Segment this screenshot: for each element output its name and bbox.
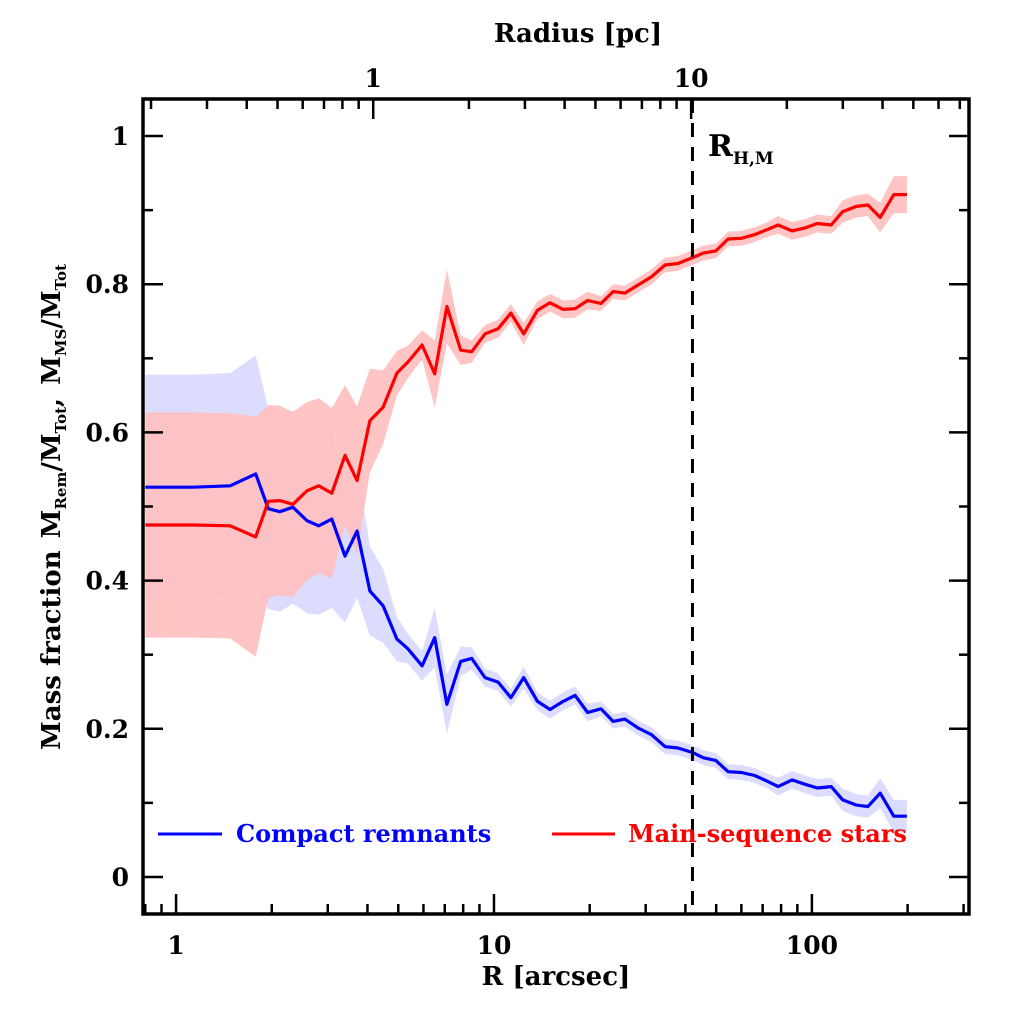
error-bands [145,176,907,833]
y-axis-title-sub2: MS [52,329,70,356]
top-axis-title: Radius [pc] [494,19,662,49]
y-axis-title-sym1: M [37,510,67,539]
series-line-main-sequence-stars [145,193,907,539]
x-tick-label: 10 [477,931,512,960]
x-axis-title: R [arcsec] [482,962,631,992]
half-mass-radius-label: RH,M [708,129,774,169]
series-lines [145,193,907,818]
legend-label-main-sequence-stars: Main-sequence stars [628,819,907,848]
y-axis-title-sub1b: Tot [52,407,70,433]
y-tick-label: 0 [112,863,129,892]
y-tick-label: 0.2 [86,715,130,744]
y-axis-title: Mass fractionMRem/MTot, MMS/MTot [37,264,70,750]
y-axis-title-slash2: /M [37,290,67,328]
y-tick-label: 0.6 [86,418,130,447]
top-tick-label: 10 [674,64,709,93]
y-axis-title-sub2b: Tot [52,264,70,290]
half-mass-radius-label-sub: H,M [733,149,774,169]
error-band-main-sequence-stars [145,176,907,657]
top-tick-label: 1 [365,64,382,93]
x-tick-label: 100 [786,931,838,960]
y-tick-label: 1 [112,122,129,151]
legend-label-compact-remnants: Compact remnants [236,819,491,848]
series-line-compact-remnants [145,472,907,818]
y-axis-title-sub1: Rem [52,472,70,510]
y-axis-title-sym2: M [37,356,67,385]
y-axis-title-main: Mass fraction [37,550,67,750]
y-axis-title-slash1: /M [37,433,67,471]
legend: Compact remnants Main-sequence stars [158,819,907,848]
x-tick-label: 1 [167,931,184,960]
axis-ticks [143,99,969,914]
half-mass-radius-label-main: R [708,129,734,164]
y-axis-title-sep: , [37,389,67,407]
y-tick-label: 0.8 [86,270,130,299]
y-tick-label: 0.4 [86,567,130,596]
